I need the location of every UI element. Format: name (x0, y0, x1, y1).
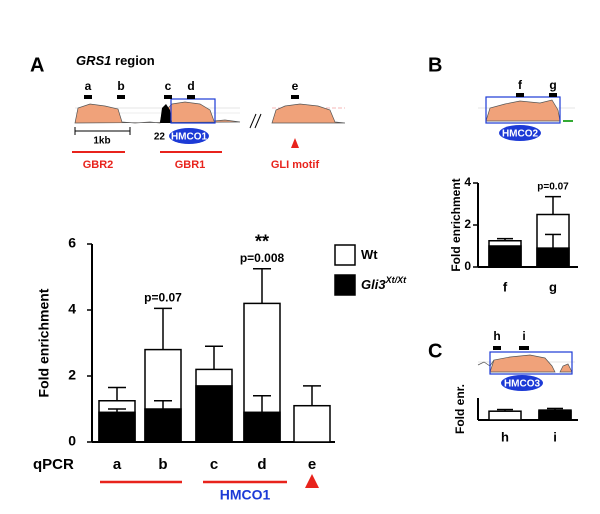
y-tick-label: 4 (464, 175, 471, 189)
track (477, 346, 575, 391)
error-bar (497, 237, 513, 241)
panel-letter: A (30, 54, 44, 76)
error-bar (303, 385, 321, 406)
bar (538, 410, 572, 421)
legend-swatch (334, 274, 356, 296)
bar (243, 411, 281, 443)
element-label: HMCO3 (504, 379, 541, 390)
y-tick-label: 2 (464, 217, 471, 231)
legend-label: Wt (361, 247, 378, 262)
site-label: e (292, 79, 299, 93)
y-tick-label: 4 (68, 301, 76, 317)
panel-letter: C (428, 340, 442, 362)
panel-letter: B (428, 54, 442, 76)
x-tick-label: d (257, 456, 266, 473)
y-axis-label: Fold enrichment (36, 288, 52, 397)
site-label: h (493, 329, 500, 343)
legend-superscript: Xt/Xt (385, 275, 408, 285)
p-value: p=0.008 (240, 251, 285, 265)
site-label: d (187, 79, 194, 93)
region-label: GLI motif (271, 159, 320, 171)
error-bar (545, 195, 561, 215)
x-tick-label: h (501, 429, 509, 444)
x-tick-label: f (503, 279, 508, 294)
scale-label: 1kb (93, 136, 110, 147)
x-tick-label: g (549, 279, 557, 294)
number-label: 22 (154, 132, 166, 143)
gene-name: GRS1 (76, 53, 111, 68)
legend-name: Gli3 (361, 277, 386, 292)
error-bar (253, 268, 271, 304)
legend-label: Gli3Xt/Xt (361, 275, 407, 292)
bar (98, 411, 136, 443)
track (72, 95, 346, 153)
site-label: b (117, 79, 124, 93)
site-label: a (85, 79, 92, 93)
region-label: GBR2 (83, 159, 114, 171)
error-bar (108, 386, 126, 401)
x-tick-label: c (210, 456, 218, 473)
bar (293, 404, 331, 443)
site-label: i (522, 329, 525, 343)
x-tick-label: b (158, 456, 167, 473)
x-tick-label: i (553, 429, 557, 444)
bar (536, 247, 570, 268)
x-axis-label: qPCR (33, 456, 74, 473)
bar (195, 385, 233, 443)
site-label: f (518, 78, 523, 92)
site-label: g (549, 78, 556, 92)
y-axis-label: Fold enrichment (449, 178, 463, 271)
error-bar (545, 233, 561, 249)
bar (144, 408, 182, 443)
x-tick-label: e (308, 456, 316, 473)
region-label: GBR1 (175, 159, 206, 171)
error-bar (205, 345, 223, 370)
error-bar (497, 408, 513, 412)
track (478, 93, 575, 141)
element-label: HMCO1 (171, 132, 208, 143)
y-tick-label: 2 (68, 367, 76, 383)
error-bar (154, 307, 172, 350)
region-word: region (111, 53, 154, 68)
significance: ** (255, 232, 269, 252)
error-bar (547, 409, 563, 412)
error-bar (154, 400, 172, 409)
x-tick-label: a (113, 456, 122, 473)
y-axis-label: Fold enr. (453, 384, 467, 434)
site-label: c (165, 79, 172, 93)
bar (488, 245, 522, 268)
element-label: HMCO2 (502, 129, 539, 140)
qpcr-brackets (100, 474, 319, 488)
legend-name: Wt (361, 247, 378, 262)
y-tick-label: 6 (68, 235, 76, 251)
region-title: GRS1 region (76, 53, 155, 68)
y-tick-label: 0 (68, 433, 76, 449)
error-bar (108, 408, 126, 413)
p-value: p=0.07 (537, 181, 569, 192)
y-tick-label: 0 (464, 259, 471, 273)
legend-swatch (334, 244, 356, 266)
p-value: p=0.07 (144, 291, 182, 305)
bar (488, 410, 522, 421)
bracket-label: HMCO1 (220, 487, 271, 503)
error-bar (253, 395, 271, 413)
